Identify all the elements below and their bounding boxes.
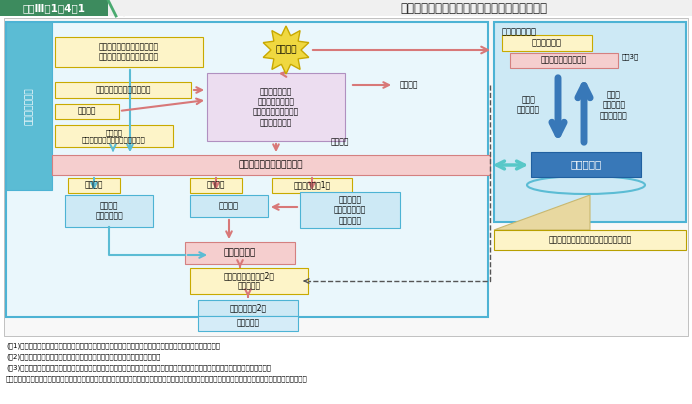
Bar xyxy=(190,268,308,294)
Text: ・都道府県知事
・海上保安庁長官
・管区海上保安本部長
・空港事務所長: ・都道府県知事 ・海上保安庁長官 ・管区海上保安本部長 ・空港事務所長 xyxy=(253,87,299,127)
Text: 撤収要請: 撤収要請 xyxy=(400,80,419,90)
Bar xyxy=(300,192,400,228)
Text: 派遣命令: 派遣命令 xyxy=(207,181,226,189)
Bar xyxy=(198,316,298,331)
Bar xyxy=(68,178,120,193)
Bar xyxy=(4,18,688,336)
Bar xyxy=(190,178,242,193)
Text: 関係府省庁など: 関係府省庁など xyxy=(502,27,537,36)
Text: さらに、激甚な災害が発生した場合は、総理等の判断により関係閉鎖会議が開催され、状況に応じて、政府対策本部の設置や国家安全保障会議が開催される。: さらに、激甚な災害が発生した場合は、総理等の判断により関係閉鎖会議が開催され、状… xyxy=(6,375,308,382)
Bar xyxy=(494,22,686,222)
Text: 都道府県知事に要請を要求: 都道府県知事に要請を要求 xyxy=(95,86,151,95)
Text: 招集命令（注1）: 招集命令（注1） xyxy=(293,181,331,189)
Text: 要請から派遣、撤収までの流れ及び政府の対応: 要請から派遣、撤収までの流れ及び政府の対応 xyxy=(400,2,547,15)
Text: 特に緊急性を要し知事などの
要請を待ついとまがない場合: 特に緊急性を要し知事などの 要請を待ついとまがない場合 xyxy=(99,42,159,62)
Text: 招集解除（注2）: 招集解除（注2） xyxy=(230,303,266,313)
Text: 内閣総理大臣: 内閣総理大臣 xyxy=(532,38,562,48)
Text: 関係府省庁: 関係府省庁 xyxy=(570,159,601,169)
Text: 災害等招集
即応予備自衛官
予備自衛官: 災害等招集 即応予備自衛官 予備自衛官 xyxy=(334,195,366,225)
Text: 直接通知
（要請を要求できない場合など）: 直接通知 （要請を要求できない場合など） xyxy=(82,129,146,143)
Text: (注1)　即応予備自衛官及び予備自衛官の招集は、防衛大臣が、必要に応じて内閣総理大臣の承認を得て行う。: (注1) 即応予備自衛官及び予備自衛官の招集は、防衛大臣が、必要に応じて内閣総理… xyxy=(6,342,220,349)
Bar xyxy=(0,0,692,16)
Bar xyxy=(55,104,119,119)
Text: ・指示
・連絡調整: ・指示 ・連絡調整 xyxy=(517,95,540,115)
Bar xyxy=(0,0,108,16)
Text: 図表Ⅲ－1－4－1: 図表Ⅲ－1－4－1 xyxy=(23,3,86,13)
Bar xyxy=(502,35,592,51)
Bar xyxy=(6,22,488,317)
Text: 防衛省・自衛隊: 防衛省・自衛隊 xyxy=(24,87,33,125)
Polygon shape xyxy=(263,26,309,74)
Bar xyxy=(272,178,352,193)
Text: 災害派遣活動: 災害派遣活動 xyxy=(224,248,256,257)
Text: ・報告
・緊急参集
チームが参集: ・報告 ・緊急参集 チームが参集 xyxy=(600,90,628,120)
Text: 派遣要請: 派遣要請 xyxy=(331,137,349,147)
Bar xyxy=(198,300,298,316)
Text: ・招集解除命令（注2）
・撤収命令: ・招集解除命令（注2） ・撤収命令 xyxy=(224,271,275,291)
Bar xyxy=(207,73,345,141)
Bar xyxy=(185,242,295,264)
Polygon shape xyxy=(494,195,590,230)
Text: 部隊派遣: 部隊派遣 xyxy=(219,202,239,210)
Text: (注2)　防衛大臣が即応予備自衛官、予備自衛官の招集を解除することをいう。: (注2) 防衛大臣が即応予備自衛官、予備自衛官の招集を解除することをいう。 xyxy=(6,353,161,360)
Text: 官邸危機管理センター: 官邸危機管理センター xyxy=(541,55,587,65)
Text: 救援活動などにかかる緊密な連携・調整: 救援活動などにかかる緊密な連携・調整 xyxy=(548,236,632,244)
Bar xyxy=(531,152,641,177)
Text: 部隊の撤収: 部隊の撤収 xyxy=(237,318,260,328)
Bar xyxy=(494,230,686,250)
Text: （注3）: （注3） xyxy=(622,53,639,60)
Bar xyxy=(65,195,153,227)
Text: 部隊派遣
（自主派遣）: 部隊派遣 （自主派遣） xyxy=(95,201,123,221)
Text: 大臣又は大臣の指定する者: 大臣又は大臣の指定する者 xyxy=(239,160,303,170)
Text: 市町村長: 市町村長 xyxy=(78,107,96,116)
Bar xyxy=(6,22,52,190)
Text: 派遣命令: 派遣命令 xyxy=(84,181,103,189)
Bar xyxy=(55,82,191,98)
Bar xyxy=(52,155,490,175)
Text: 災害発生: 災害発生 xyxy=(275,46,297,55)
Bar xyxy=(55,37,203,67)
Text: (注3)　自然災害、原子力災害、事故災害などの緊急事態の発生に際しては、各省庁の局長級の要員からなる緊急参集チームが参集する。: (注3) 自然災害、原子力災害、事故災害などの緊急事態の発生に際しては、各省庁の… xyxy=(6,364,271,370)
Bar xyxy=(510,53,618,68)
Bar xyxy=(55,125,173,147)
Bar xyxy=(190,195,268,217)
